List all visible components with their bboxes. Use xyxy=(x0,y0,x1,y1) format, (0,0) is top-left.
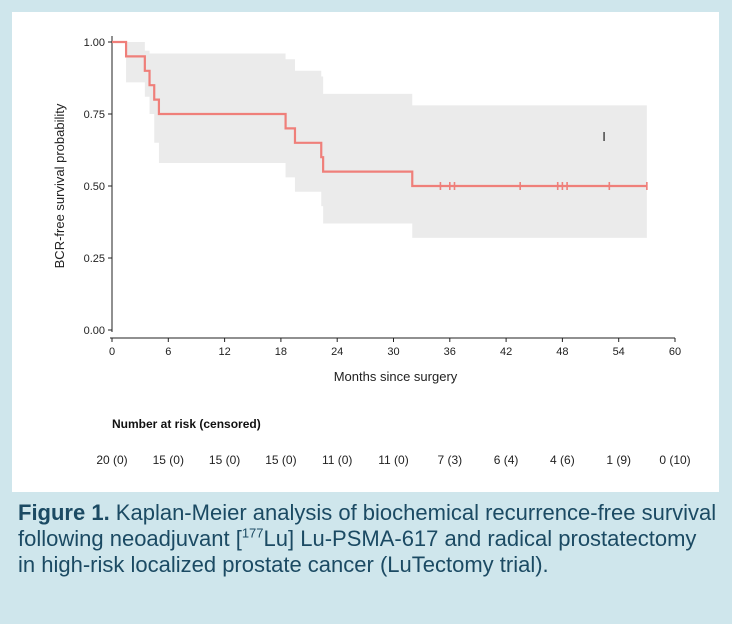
x-tick-label: 48 xyxy=(556,346,568,358)
risk-table-cell: 20 (0) xyxy=(96,453,128,467)
x-tick-label: 18 xyxy=(275,346,287,358)
x-tick-label: 12 xyxy=(218,346,230,358)
risk-table-cell: 11 (0) xyxy=(321,453,353,467)
survival-curve xyxy=(112,40,647,188)
y-tick-label: 0.50 xyxy=(84,181,105,193)
y-tick-label: 0.00 xyxy=(84,325,105,337)
caption-text-1: Kaplan-Meier analysis of biochemical rec… xyxy=(18,500,717,551)
x-tick-label: 54 xyxy=(613,346,625,358)
x-tick-label: 60 xyxy=(669,346,681,358)
x-tick-label: 42 xyxy=(500,346,512,358)
x-tick-label: 6 xyxy=(165,346,171,358)
y-tick-label: 1.00 xyxy=(84,37,105,49)
y-axis-label: BCR-free survival probability xyxy=(52,103,67,268)
risk-table-cell: 4 (6) xyxy=(550,453,575,467)
x-tick-label: 24 xyxy=(331,346,343,358)
figure-caption: Figure 1. Kaplan-Meier analysis of bioch… xyxy=(18,500,718,578)
risk-table-cell: 1 (9) xyxy=(606,453,632,467)
x-tick-label: 30 xyxy=(387,346,399,358)
risk-table-cell: 0 (10) xyxy=(659,453,691,467)
x-tick-label: 0 xyxy=(109,346,115,358)
risk-table-cell: 7 (3) xyxy=(437,453,463,467)
confidence-band xyxy=(112,42,647,238)
risk-table-cell: 11 (0) xyxy=(378,453,409,467)
caption-superscript: 177 xyxy=(241,525,264,541)
risk-table-cell: 6 (4) xyxy=(493,453,519,467)
km-plot: 0.00 0.25 0.50 0.75 1.00 0 6 12 18 24 30 36 42 48 54 60… xyxy=(52,36,681,384)
x-tick-label: 36 xyxy=(444,346,456,358)
risk-table-cell: 15 (0) xyxy=(265,453,297,467)
caption-label: Figure 1. xyxy=(18,500,110,525)
x-axis-label: Months since surgery xyxy=(334,369,458,384)
risk-table-cell: 15 (0) xyxy=(208,453,241,467)
y-tick-label: 0.75 xyxy=(84,109,105,121)
risk-table-cell: 15 (0) xyxy=(152,453,184,467)
chart-annotation: I xyxy=(602,129,606,144)
figure-card: 0.00 0.25 0.50 0.75 1.00 0 6 12 18 24 30 36 42 48 54 60… xyxy=(12,12,719,492)
y-tick-label: 0.25 xyxy=(84,253,105,265)
caption-text-2: Lu] Lu-PSMA-617 and radical prostatectom… xyxy=(18,526,697,577)
risk-table-title: Number at risk (censored) xyxy=(112,417,261,431)
